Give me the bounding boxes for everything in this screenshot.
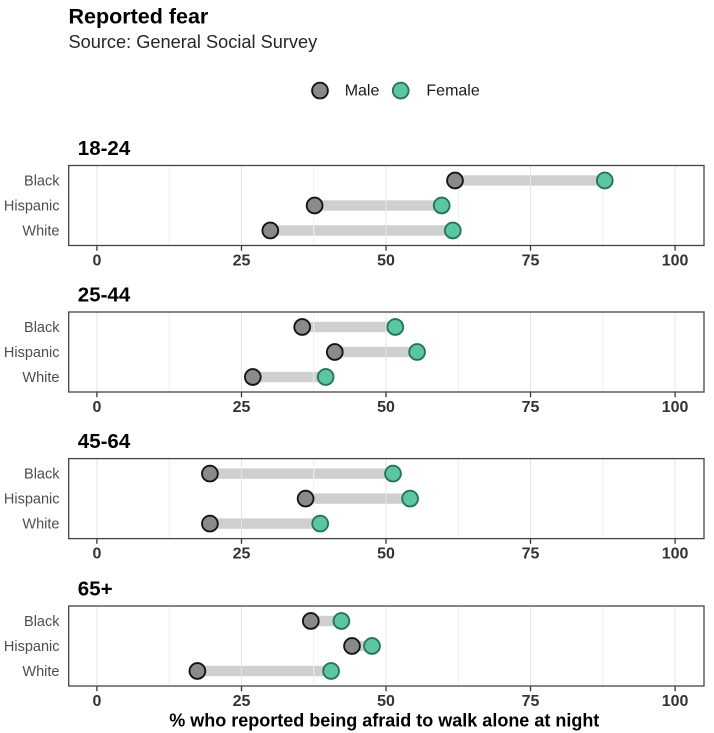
svg-text:0: 0	[92, 693, 101, 710]
svg-text:Reported fear: Reported fear	[69, 5, 209, 29]
svg-text:White: White	[22, 223, 59, 239]
svg-text:50: 50	[377, 252, 395, 269]
svg-text:25: 25	[233, 399, 251, 416]
svg-text:75: 75	[522, 399, 540, 416]
svg-text:Hispanic: Hispanic	[4, 198, 60, 214]
svg-text:65+: 65+	[78, 578, 113, 601]
svg-text:Hispanic: Hispanic	[4, 639, 60, 655]
svg-text:25: 25	[233, 546, 251, 563]
svg-text:0: 0	[92, 399, 101, 416]
svg-text:0: 0	[92, 252, 101, 269]
svg-text:White: White	[22, 517, 59, 533]
svg-text:Source: General Social Survey: Source: General Social Survey	[69, 32, 319, 52]
svg-text:Black: Black	[24, 173, 60, 189]
svg-text:25: 25	[233, 693, 251, 710]
svg-text:100: 100	[662, 546, 689, 563]
svg-text:100: 100	[662, 399, 689, 416]
svg-text:0: 0	[92, 546, 101, 563]
svg-text:100: 100	[662, 693, 689, 710]
svg-text:18-24: 18-24	[78, 137, 131, 160]
svg-text:White: White	[22, 370, 59, 386]
svg-text:Female: Female	[426, 83, 479, 100]
svg-text:75: 75	[522, 252, 540, 269]
svg-text:Male: Male	[345, 83, 380, 100]
svg-text:% who reported being afraid to: % who reported being afraid to walk alon…	[169, 711, 599, 731]
svg-text:Black: Black	[24, 614, 60, 630]
svg-text:75: 75	[522, 693, 540, 710]
svg-text:45-64: 45-64	[78, 430, 131, 453]
svg-text:25: 25	[233, 252, 251, 269]
svg-text:Black: Black	[24, 467, 60, 483]
svg-text:Black: Black	[24, 320, 60, 336]
svg-text:50: 50	[377, 546, 395, 563]
svg-text:50: 50	[377, 399, 395, 416]
svg-text:25-44: 25-44	[78, 284, 131, 307]
svg-text:Hispanic: Hispanic	[4, 492, 60, 508]
svg-text:100: 100	[662, 252, 689, 269]
svg-text:50: 50	[377, 693, 395, 710]
svg-text:Hispanic: Hispanic	[4, 345, 60, 361]
svg-text:White: White	[22, 664, 59, 680]
svg-text:75: 75	[522, 546, 540, 563]
